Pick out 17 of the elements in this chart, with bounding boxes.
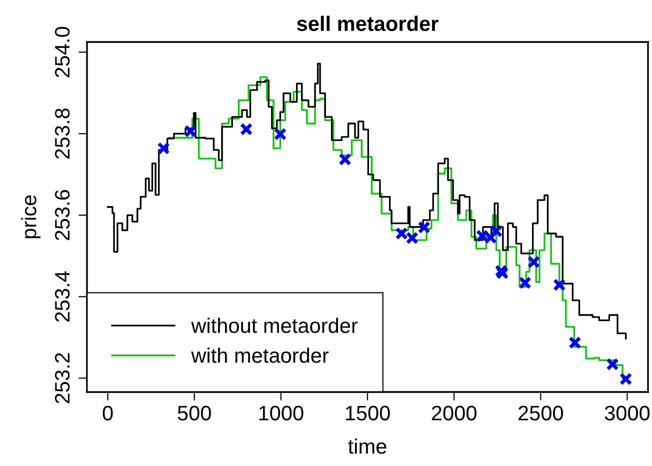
x-tick-label: 1000 [259,406,304,420]
chart-title: sell metaorder [297,16,438,32]
x-tick-label: 2000 [432,406,476,420]
y-tick-label: 253.8 [54,108,70,159]
y-tick-label: 253.2 [54,353,70,404]
x-tick-label: 0 [102,406,113,420]
y-tick-label: 253.6 [54,190,70,240]
y-tick-label: 254.0 [54,26,70,78]
legend-label: without metaorder [191,318,358,334]
y-axis-title: price [21,195,40,238]
x-tick-label: 1500 [346,406,390,420]
x-tick-label: 3000 [604,406,650,420]
x-axis-title: time [348,438,386,454]
x-tick-label: 2500 [518,406,564,420]
y-tick-label: 253.4 [54,271,70,322]
x-tick-label: 500 [178,406,211,420]
legend-label: with metaorder [191,348,329,363]
